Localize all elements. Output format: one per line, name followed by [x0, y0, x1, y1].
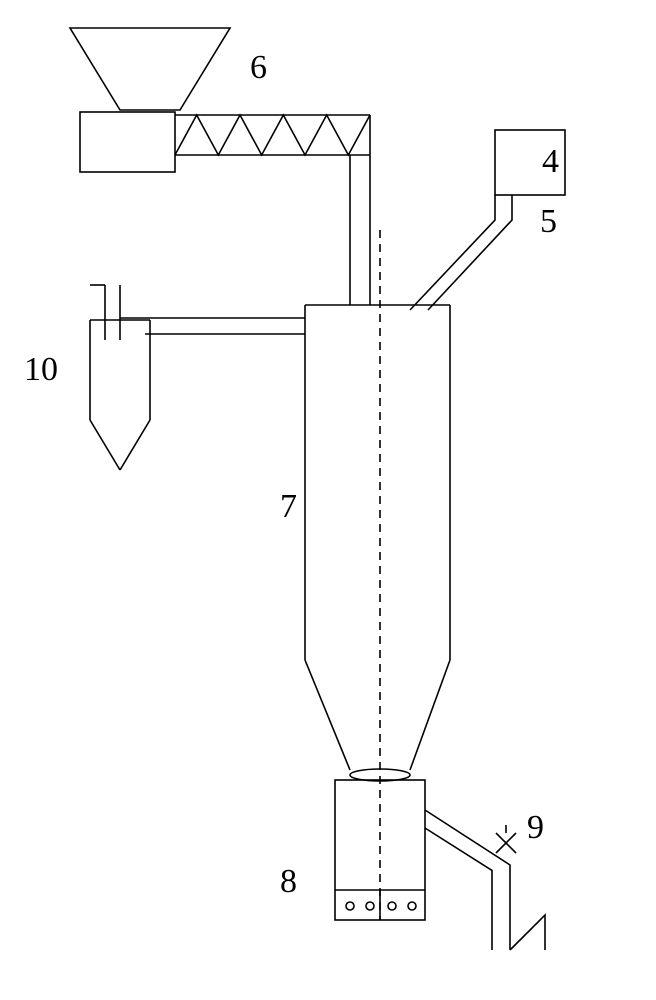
vessel-cone-left [305, 660, 350, 770]
vessel-cone-right [410, 660, 450, 770]
cyclone-cone-r [120, 420, 150, 470]
box-8-port-1 [366, 902, 374, 910]
label-8: 8 [280, 863, 297, 900]
chute-9-outer [425, 810, 510, 950]
box-8-port-2 [388, 902, 396, 910]
label-10: 10 [24, 351, 58, 388]
label-5: 5 [540, 203, 557, 240]
valve-9-x [496, 833, 516, 853]
pipe-5-inner [428, 195, 512, 310]
label-6: 6 [250, 49, 267, 86]
chute-9-outlet [510, 915, 545, 950]
label-7: 7 [280, 488, 297, 525]
label-4: 4 [542, 143, 559, 180]
hopper-base-box [80, 112, 175, 172]
diagram-canvas: 4 5 6 7 8 9 10 [0, 0, 656, 1000]
cyclone-cone-l [90, 420, 120, 470]
hopper-funnel [70, 28, 230, 110]
box-8-port-3 [408, 902, 416, 910]
box-8-port-0 [346, 902, 354, 910]
conveyor-zigzag [175, 115, 370, 155]
label-9: 9 [527, 809, 544, 846]
